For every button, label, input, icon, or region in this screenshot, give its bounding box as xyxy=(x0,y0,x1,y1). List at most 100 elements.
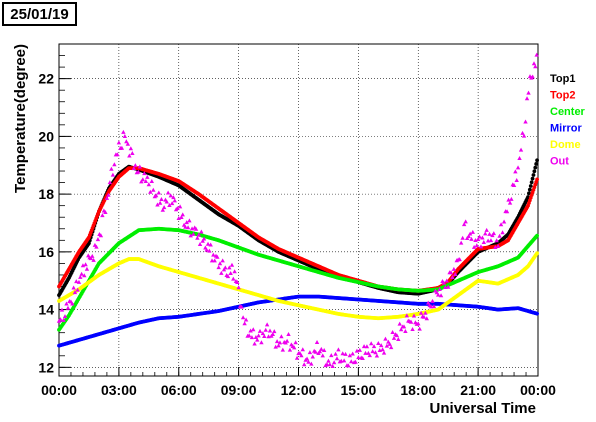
x-tick-label: 00:00 xyxy=(520,382,556,398)
legend-entry-mirror: Mirror xyxy=(550,123,583,135)
data-point-out xyxy=(470,229,476,234)
data-point-out xyxy=(408,319,414,324)
data-point-out xyxy=(488,238,494,243)
x-tick-label: 21:00 xyxy=(460,382,496,398)
data-point-out xyxy=(327,362,333,367)
data-point-out xyxy=(239,304,244,309)
x-tick-label: 06:00 xyxy=(161,382,197,398)
data-point-out xyxy=(394,333,400,338)
data-point-out xyxy=(121,129,126,134)
data-point-out xyxy=(70,301,75,306)
data-point-out xyxy=(273,344,278,349)
data-point-out xyxy=(307,350,313,355)
data-point-out xyxy=(287,347,293,352)
data-point-out xyxy=(356,355,361,360)
data-point-out xyxy=(82,273,87,278)
data-point-out xyxy=(88,256,94,261)
data-point-out xyxy=(235,280,240,285)
data-point-dome xyxy=(535,251,539,256)
data-point-out xyxy=(396,337,401,342)
data-point-out xyxy=(515,165,521,170)
data-point-out xyxy=(487,231,492,236)
data-point-out xyxy=(371,344,377,349)
data-point-out xyxy=(61,317,66,322)
data-point-center xyxy=(535,233,539,238)
data-point-out xyxy=(321,347,327,352)
data-point-out xyxy=(263,327,268,332)
data-point-out xyxy=(381,350,387,355)
data-point-out xyxy=(404,313,410,318)
data-point-out xyxy=(106,192,111,197)
data-point-out xyxy=(480,235,485,240)
data-point-out xyxy=(418,310,424,315)
data-point-out xyxy=(107,180,113,185)
data-point-out xyxy=(267,328,273,333)
data-point-out xyxy=(464,236,470,241)
data-point-out xyxy=(376,340,381,345)
data-point-out xyxy=(403,328,408,333)
data-point-out xyxy=(481,240,487,245)
data-point-top1 xyxy=(530,176,535,181)
data-point-out xyxy=(347,353,353,358)
data-point-out xyxy=(300,347,305,352)
data-point-out xyxy=(246,333,252,338)
data-point-out xyxy=(286,332,291,337)
data-point-out xyxy=(426,300,431,305)
data-point-out xyxy=(423,310,428,315)
data-point-out xyxy=(197,242,203,247)
data-point-out xyxy=(293,340,298,345)
data-point-out xyxy=(201,236,207,241)
x-tick-label: 09:00 xyxy=(221,382,257,398)
data-point-out xyxy=(100,213,105,218)
data-point-out xyxy=(369,341,374,346)
x-tick-label: 15:00 xyxy=(340,382,376,398)
data-point-out xyxy=(517,155,522,160)
x-tick-label: 00:00 xyxy=(41,382,77,398)
data-point-out xyxy=(524,96,530,101)
data-point-out xyxy=(232,269,237,274)
data-point-out xyxy=(199,229,204,234)
data-point-out xyxy=(169,201,175,206)
legend-entry-center: Center xyxy=(550,106,586,118)
data-point-out xyxy=(155,202,160,207)
data-point-out xyxy=(333,351,338,356)
data-point-out xyxy=(157,200,163,205)
y-tick-label: 14 xyxy=(38,302,54,318)
data-point-out xyxy=(410,326,415,331)
data-point-out xyxy=(62,314,68,319)
data-point-out xyxy=(498,222,504,227)
data-point-out xyxy=(346,363,351,368)
data-point-out xyxy=(523,119,528,124)
data-point-out xyxy=(317,349,323,354)
data-point-out xyxy=(363,350,368,355)
data-point-out xyxy=(388,345,394,350)
data-point-out xyxy=(253,334,259,339)
data-point-out xyxy=(220,258,225,263)
data-point-out xyxy=(445,284,451,289)
data-point-out xyxy=(320,353,325,358)
data-point-out xyxy=(208,242,213,247)
data-point-out xyxy=(191,231,196,236)
data-point-out xyxy=(142,171,147,176)
data-point-out xyxy=(493,244,498,249)
data-point-out xyxy=(94,244,99,249)
data-point-out xyxy=(262,333,267,338)
data-point-out xyxy=(109,166,114,171)
data-point-out xyxy=(341,358,347,363)
data-point-out xyxy=(310,354,315,359)
y-tick-label: 20 xyxy=(38,128,54,144)
data-point-out xyxy=(304,356,310,361)
data-point-out xyxy=(80,263,86,268)
data-point-out xyxy=(495,243,501,248)
data-point-out xyxy=(130,151,135,156)
data-point-out xyxy=(471,244,477,249)
grid-lines xyxy=(58,44,539,376)
data-point-out xyxy=(165,190,171,195)
data-point-out xyxy=(242,321,247,326)
data-point-out xyxy=(411,313,417,318)
data-point-out xyxy=(215,254,220,259)
data-point-out xyxy=(500,230,505,235)
data-point-out xyxy=(260,331,266,336)
data-point-out xyxy=(229,262,235,267)
data-point-out xyxy=(340,351,345,356)
